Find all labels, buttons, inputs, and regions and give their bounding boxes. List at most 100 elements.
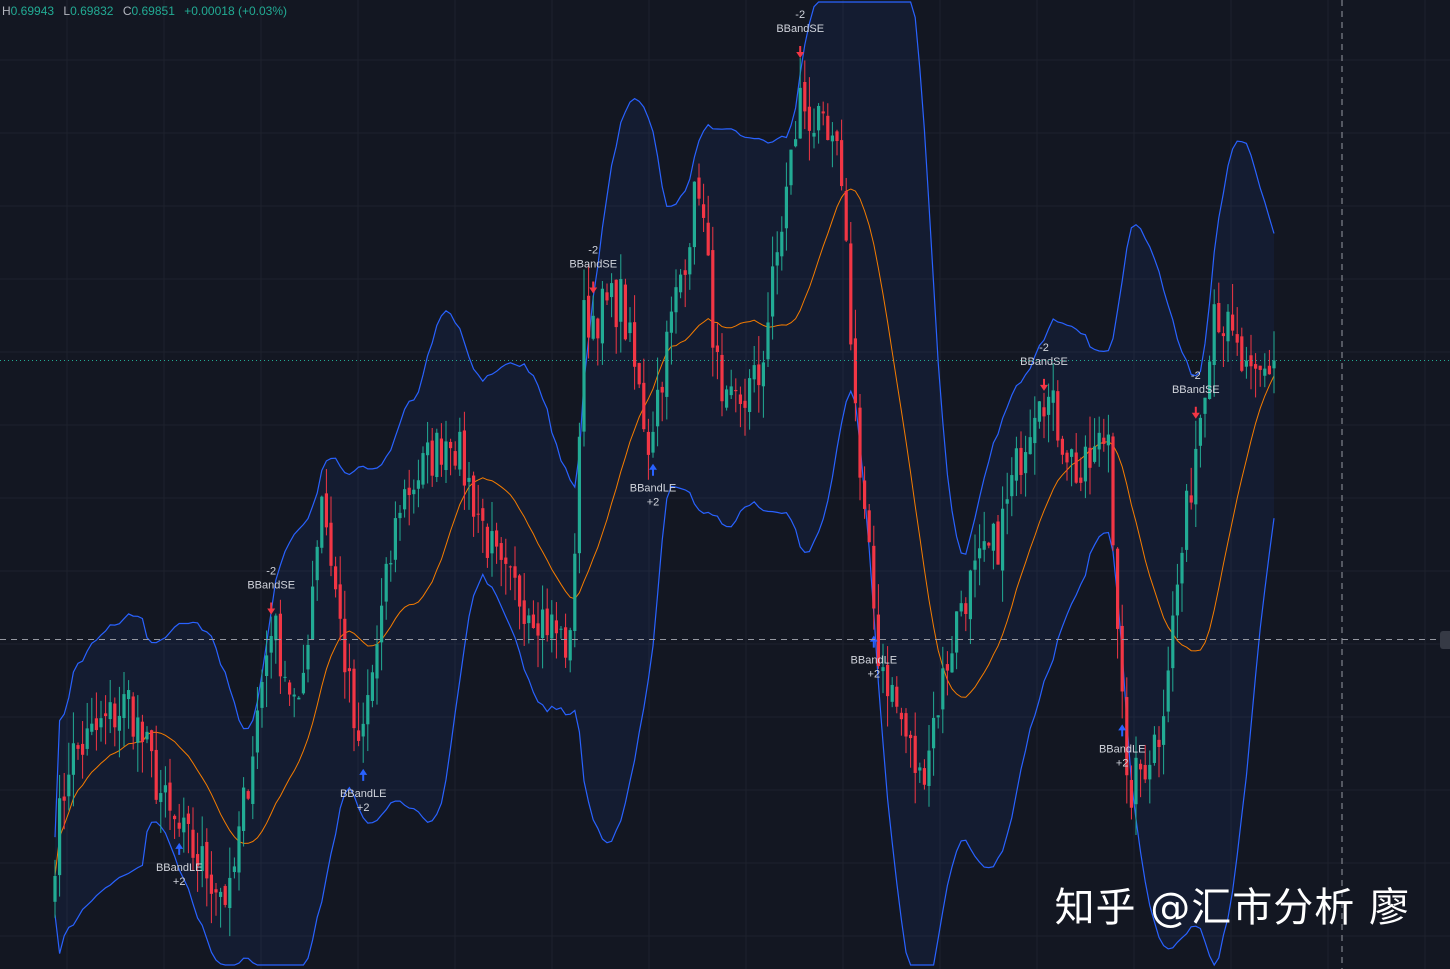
short-arrow-icon	[796, 46, 805, 58]
candle-body	[389, 563, 393, 565]
candle-body	[53, 875, 57, 902]
candle-body	[1010, 475, 1014, 497]
candle-body	[219, 891, 223, 897]
candle-body	[692, 181, 696, 248]
long-arrow-icon	[649, 463, 657, 476]
lower-band-line	[54, 389, 1275, 967]
candle-body	[196, 854, 200, 866]
candle-body	[913, 735, 917, 773]
candle-body	[99, 718, 103, 728]
ohlc-legend: H0.69943 L0.69832 C0.69851 +0.00018 (+0.…	[2, 4, 287, 18]
high-value: 0.69943	[10, 4, 55, 18]
candle-body	[541, 609, 545, 639]
candle-body	[462, 430, 466, 486]
signal-qty: -2	[1191, 370, 1201, 382]
signal-name: BBandSE	[247, 580, 295, 592]
candle-body	[610, 283, 614, 298]
strategy-signals: -2 BBandSE -2 BBandSE -2 BBandSE -2 BBandSE -2 BB…	[156, 9, 1220, 888]
candle-body	[1111, 436, 1115, 546]
candle-body	[881, 667, 885, 672]
candle-body	[748, 378, 752, 413]
signal-name: BBandLE	[340, 788, 386, 800]
candle-body	[1102, 437, 1106, 444]
candle-body	[269, 636, 273, 653]
candle-body	[531, 614, 535, 629]
candle-body	[927, 750, 931, 786]
candle-body	[545, 608, 549, 636]
candle-body	[674, 287, 678, 313]
candle-body	[1189, 495, 1193, 503]
long-arrow-icon	[359, 768, 368, 781]
candle-body	[1014, 448, 1018, 481]
candle-body	[1175, 584, 1179, 616]
bollinger-bands	[54, 1, 1275, 967]
candle-body	[518, 575, 522, 607]
candle-body	[352, 668, 356, 729]
candle-body	[936, 715, 940, 718]
signal-qty: -2	[795, 9, 805, 21]
candle-body	[154, 749, 158, 800]
candle-body	[1028, 437, 1032, 455]
basis-line	[54, 188, 1275, 877]
candle-body	[798, 87, 802, 139]
candle-body	[605, 292, 609, 301]
candle-body	[265, 655, 269, 676]
candle-body	[909, 734, 913, 739]
candle-body	[711, 250, 715, 348]
candle-body	[807, 106, 811, 131]
candle-body	[1254, 364, 1258, 369]
candle-body	[1235, 334, 1239, 343]
candle-body	[283, 676, 287, 678]
candle-body	[85, 728, 89, 749]
candle-body	[863, 480, 867, 509]
candle-body	[527, 615, 531, 624]
candle-body	[407, 487, 411, 496]
candle-body	[430, 440, 434, 476]
candle-body	[725, 389, 729, 408]
candle-body	[343, 618, 347, 673]
candle-body	[288, 682, 292, 695]
candle-body	[1056, 391, 1060, 441]
candle-body	[789, 149, 793, 186]
candle-body	[186, 813, 190, 824]
candle-body	[1125, 697, 1129, 776]
candle-body	[182, 817, 186, 833]
signal-qty: +2	[357, 802, 370, 814]
candle-body	[679, 274, 683, 293]
candle-body	[334, 566, 338, 590]
candle-body	[688, 247, 692, 275]
signal-qty: -2	[588, 245, 598, 257]
candle-body	[1231, 314, 1235, 331]
candle-body	[444, 441, 448, 471]
candle-body	[1134, 757, 1138, 805]
candle-body	[366, 695, 370, 725]
candle-body	[973, 560, 977, 570]
candle-body	[600, 288, 604, 344]
candle-body	[435, 432, 439, 478]
candle-body	[720, 354, 724, 402]
candle-body	[991, 523, 995, 551]
candle-body	[127, 690, 131, 700]
candle-body	[320, 496, 324, 548]
candle-body	[1139, 763, 1143, 770]
candle-body	[1171, 615, 1175, 669]
candle-body	[481, 508, 485, 521]
candle-body	[830, 135, 834, 142]
candle-body	[251, 756, 255, 804]
long-arrow-icon	[175, 842, 184, 855]
candle-body	[255, 710, 259, 753]
candle-body	[1065, 452, 1069, 463]
candle-body	[292, 694, 296, 697]
candle-body	[1019, 447, 1023, 475]
candle-body	[738, 394, 742, 405]
candle-body	[651, 431, 655, 453]
candle-body	[1037, 401, 1041, 422]
candle-body	[1051, 390, 1055, 403]
candle-body	[347, 668, 351, 672]
crosshair-add-button[interactable]	[1440, 631, 1450, 649]
candle-body	[1203, 397, 1207, 414]
candle-body	[794, 139, 798, 147]
candle-body	[177, 822, 181, 829]
candle-body	[67, 774, 71, 797]
